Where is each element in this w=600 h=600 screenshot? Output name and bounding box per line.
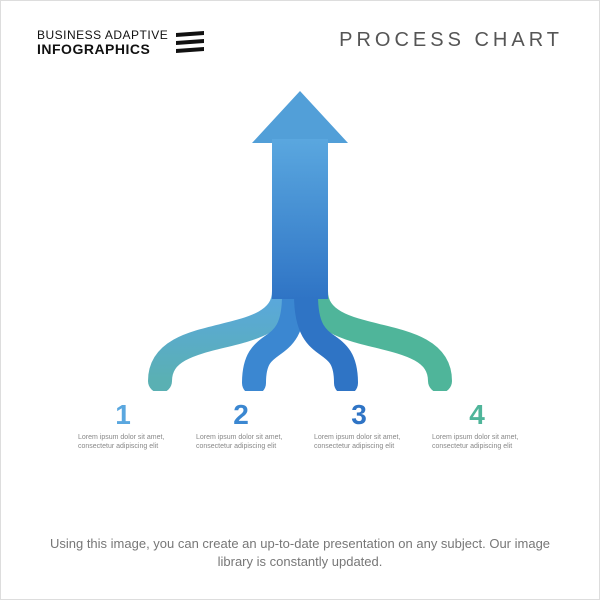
footer-caption: Using this image, you can create an up-t… xyxy=(1,535,599,571)
brand-line1: BUSINESS ADAPTIVE xyxy=(37,29,168,42)
column-2-text: Lorem ipsum dolor sit amet, consectetur … xyxy=(196,433,286,452)
columns: 1 Lorem ipsum dolor sit amet, consectetu… xyxy=(1,401,599,452)
arrow-head-icon xyxy=(252,91,348,143)
column-3: 3 Lorem ipsum dolor sit amet, consectetu… xyxy=(314,401,404,452)
brand-stripes-icon xyxy=(176,31,204,55)
page-title: PROCESS CHART xyxy=(339,29,563,52)
column-3-text: Lorem ipsum dolor sit amet, consectetur … xyxy=(314,433,404,452)
column-1-number: 1 xyxy=(78,401,168,429)
arrow-shaft xyxy=(272,139,328,299)
chart-svg xyxy=(80,91,520,391)
brand-block: BUSINESS ADAPTIVE INFOGRAPHICS xyxy=(37,29,204,56)
brand-line2: INFOGRAPHICS xyxy=(37,42,168,57)
brand-text: BUSINESS ADAPTIVE INFOGRAPHICS xyxy=(37,29,168,56)
column-1-text: Lorem ipsum dolor sit amet, consectetur … xyxy=(78,433,168,452)
column-4-text: Lorem ipsum dolor sit amet, consectetur … xyxy=(432,433,522,452)
column-3-number: 3 xyxy=(314,401,404,429)
converging-arrow-chart xyxy=(1,91,599,391)
page: BUSINESS ADAPTIVE INFOGRAPHICS PROCESS C… xyxy=(0,0,600,600)
column-1: 1 Lorem ipsum dolor sit amet, consectetu… xyxy=(78,401,168,452)
column-4-number: 4 xyxy=(432,401,522,429)
column-4: 4 Lorem ipsum dolor sit amet, consectetu… xyxy=(432,401,522,452)
column-2-number: 2 xyxy=(196,401,286,429)
column-2: 2 Lorem ipsum dolor sit amet, consectetu… xyxy=(196,401,286,452)
header: BUSINESS ADAPTIVE INFOGRAPHICS PROCESS C… xyxy=(1,29,599,56)
